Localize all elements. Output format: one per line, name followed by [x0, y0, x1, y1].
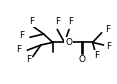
Text: F: F — [68, 17, 73, 26]
Text: F: F — [105, 25, 110, 34]
Text: O: O — [79, 55, 86, 64]
Text: F: F — [16, 45, 21, 54]
Text: F: F — [106, 42, 111, 51]
Text: F: F — [95, 51, 100, 60]
Text: F: F — [55, 17, 60, 26]
Text: F: F — [26, 55, 31, 64]
Text: F: F — [29, 17, 34, 26]
Text: O: O — [65, 38, 72, 47]
Text: F: F — [19, 31, 24, 40]
